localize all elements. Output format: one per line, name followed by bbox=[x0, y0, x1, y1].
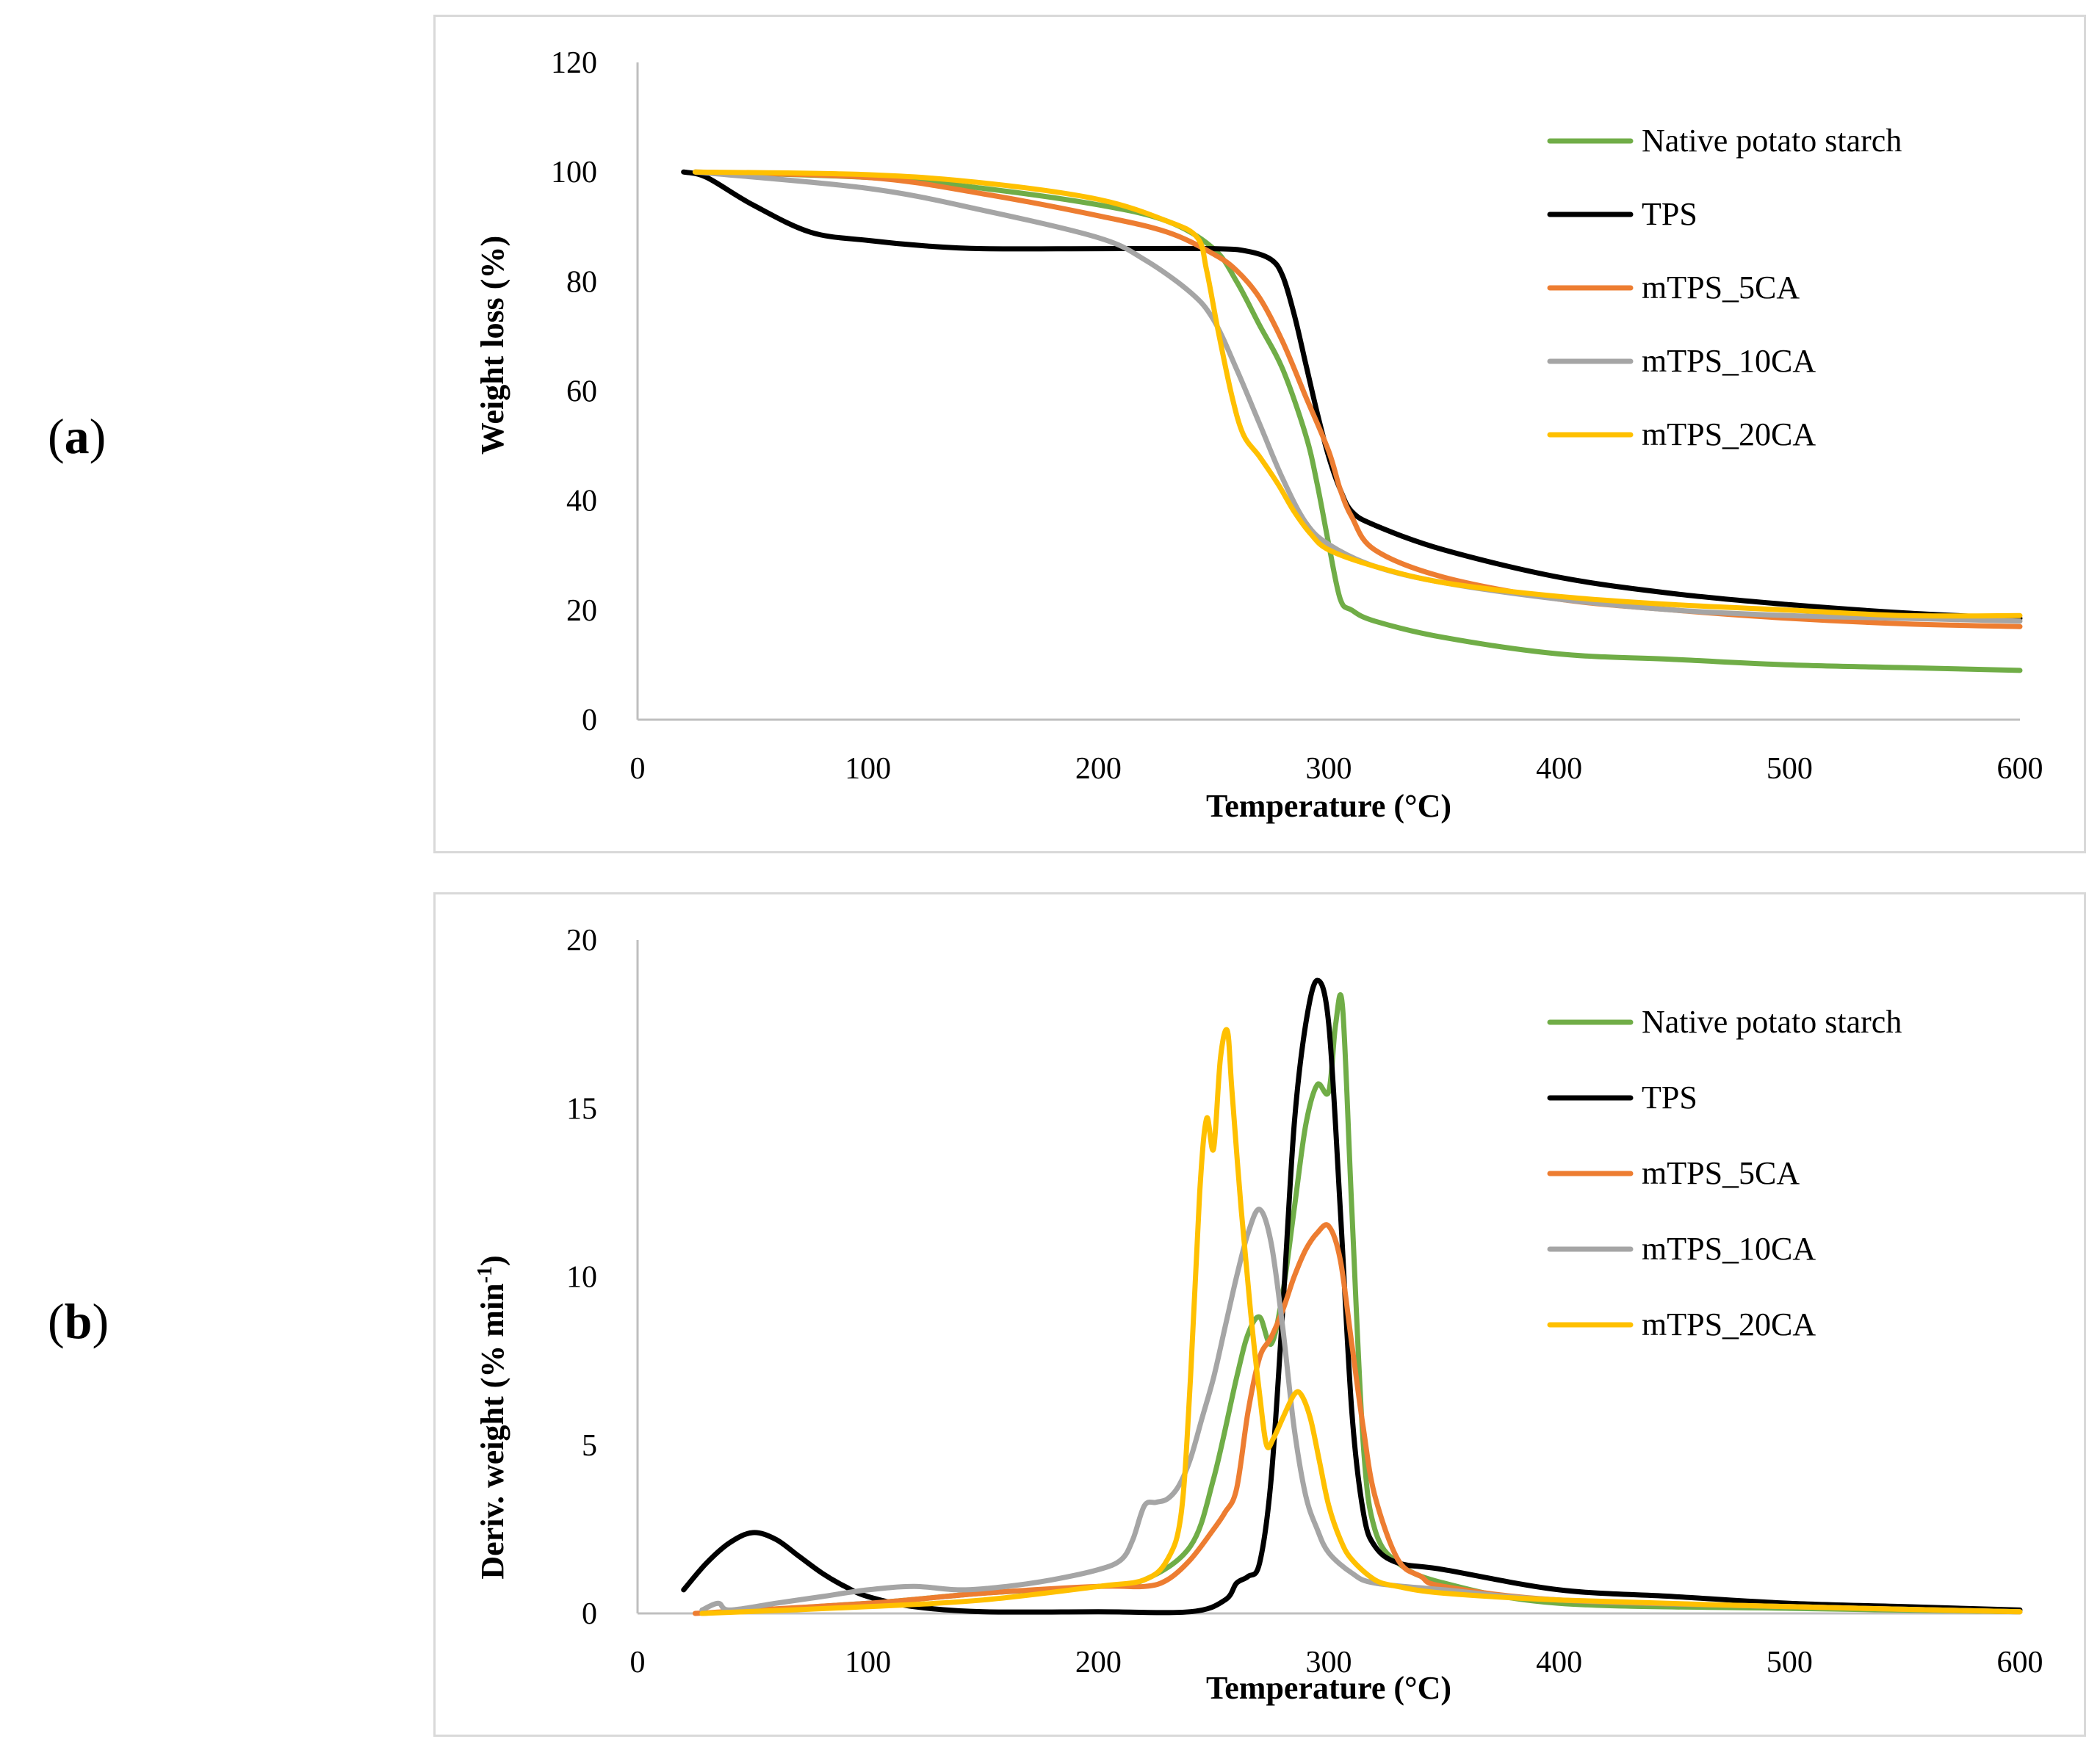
x-axis-label: Temperature (°C) bbox=[1206, 788, 1451, 824]
chart-frame-a bbox=[433, 15, 2086, 853]
x-tick-label: 600 bbox=[1997, 752, 2043, 786]
x-tick-label: 300 bbox=[1306, 1646, 1352, 1680]
y-tick-label: 0 bbox=[582, 704, 597, 737]
series-line-native-potato-starch bbox=[699, 992, 2023, 1616]
series-line-native-potato-starch bbox=[692, 169, 2023, 673]
x-tick-label: 500 bbox=[1767, 1646, 1813, 1680]
legend-label: Native potato starch bbox=[1642, 1004, 1902, 1040]
x-tick-label: 100 bbox=[845, 752, 891, 786]
y-tick-label: 0 bbox=[582, 1597, 597, 1631]
y-axis-label-text: Deriv. weight (% min bbox=[475, 1283, 510, 1579]
legend-label: mTPS_10CA bbox=[1642, 1231, 1816, 1267]
y-axis-label-superscript: -1 bbox=[474, 1266, 497, 1283]
y-tick-label: 100 bbox=[551, 156, 597, 189]
x-tick-label: 300 bbox=[1306, 752, 1352, 786]
x-tick-label: 0 bbox=[630, 1646, 646, 1680]
y-tick-label: 15 bbox=[566, 1092, 597, 1126]
legend-label: TPS bbox=[1642, 1080, 1697, 1116]
series-line-mtps-20ca bbox=[692, 169, 2023, 619]
x-tick-label: 600 bbox=[1997, 1646, 2043, 1680]
series-line-tps bbox=[681, 169, 2023, 621]
x-tick-label: 200 bbox=[1075, 1646, 1122, 1680]
y-axis-label-close: ) bbox=[475, 1255, 510, 1266]
series-line-mtps-5ca bbox=[692, 1222, 2023, 1616]
legend-label: mTPS_10CA bbox=[1642, 343, 1816, 379]
y-axis-label-text: Weight loss (%) bbox=[475, 236, 510, 455]
legend-label: TPS bbox=[1642, 196, 1697, 232]
y-tick-label: 80 bbox=[566, 265, 597, 299]
panel-label-a: (a) bbox=[48, 408, 107, 464]
x-tick-label: 100 bbox=[845, 1646, 891, 1680]
x-tick-label: 500 bbox=[1767, 752, 1813, 786]
panel-letter-a: a bbox=[64, 408, 90, 464]
y-tick-label: 60 bbox=[566, 375, 597, 409]
panel-label-b: (b) bbox=[48, 1293, 109, 1349]
y-axis-label: Deriv. weight (% min-1) bbox=[474, 1255, 510, 1579]
y-tick-label: 20 bbox=[566, 924, 597, 958]
x-tick-label: 0 bbox=[630, 752, 646, 786]
x-tick-label: 400 bbox=[1536, 1646, 1582, 1680]
y-tick-label: 5 bbox=[582, 1429, 597, 1463]
y-tick-label: 40 bbox=[566, 485, 597, 518]
x-axis-label: Temperature (°C) bbox=[1206, 1670, 1451, 1706]
y-tick-label: 20 bbox=[566, 594, 597, 628]
legend-label: Native potato starch bbox=[1642, 123, 1902, 159]
panel-letter-b: b bbox=[64, 1293, 93, 1349]
chart-a: 0 20 40 60 80 100 120 0 100 200 300 400 500 600 Temper… bbox=[475, 46, 2043, 824]
series-line-mtps-10ca bbox=[692, 169, 2023, 624]
y-axis-label: Weight loss (%) bbox=[475, 236, 510, 455]
x-tick-label: 200 bbox=[1075, 752, 1122, 786]
legend-label: mTPS_20CA bbox=[1642, 1306, 1816, 1342]
series-line-tps bbox=[681, 977, 2023, 1616]
legend-label: mTPS_5CA bbox=[1642, 270, 1800, 305]
x-tick-label: 400 bbox=[1536, 752, 1582, 786]
legend-label: mTPS_20CA bbox=[1642, 416, 1816, 452]
y-tick-label: 10 bbox=[566, 1261, 597, 1295]
legend-label: mTPS_5CA bbox=[1642, 1155, 1800, 1191]
y-tick-label: 120 bbox=[551, 46, 597, 80]
series-line-mtps-20ca bbox=[699, 1027, 2023, 1616]
